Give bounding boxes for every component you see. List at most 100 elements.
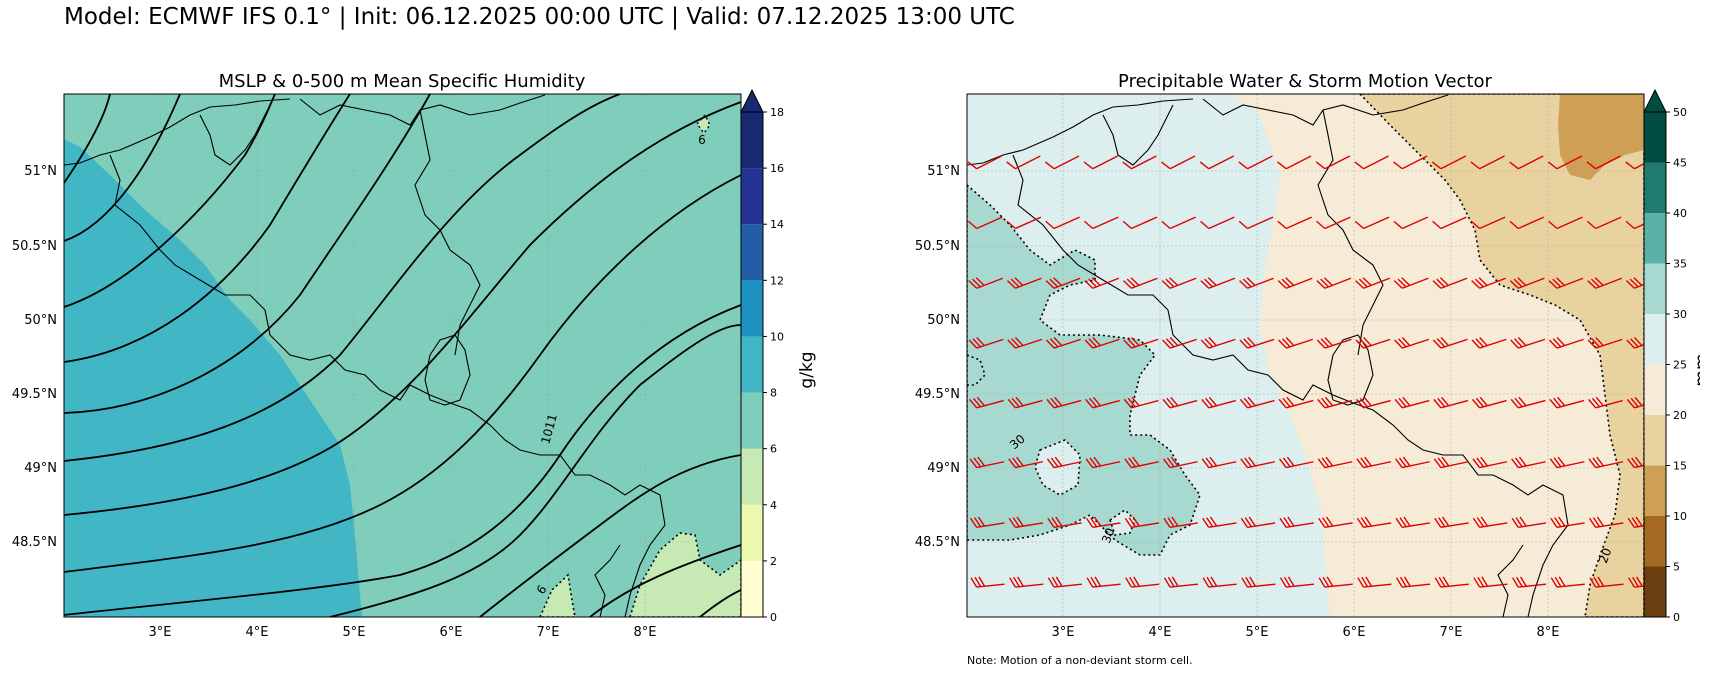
storm-motion-barb <box>1014 94 1017 95</box>
pwat-yticks: 48.5°N 49°N 49.5°N 50°N 50.5°N 51°N <box>915 164 960 550</box>
storm-motion-barb <box>1161 216 1196 230</box>
storm-motion-barb <box>1354 155 1389 170</box>
colorbar-segment <box>741 168 763 225</box>
storm-motion-barb <box>1509 277 1545 289</box>
colorbar-tick-label: 10 <box>770 330 784 343</box>
storm-motion-barb <box>1279 576 1315 588</box>
storm-motion-barb <box>1125 576 1160 588</box>
x-tick-label: 8°E <box>634 625 657 640</box>
y-tick-label: 50°N <box>24 313 57 328</box>
storm-motion-barb <box>1084 277 1120 289</box>
pwat-fill-10-15 <box>1558 94 1644 180</box>
storm-motion-barb <box>1586 155 1621 170</box>
colorbar-tick-label: 6 <box>770 443 777 456</box>
colorbar-segment <box>741 336 763 393</box>
storm-motion-barb <box>1594 94 1598 95</box>
colorbar-segment <box>1644 364 1666 415</box>
storm-motion-barb <box>1395 516 1430 529</box>
colorbar-tick-label: 0 <box>770 611 777 624</box>
x-tick-label: 5°E <box>343 625 366 640</box>
pwat-xticks: 3°E 4°E 5°E 6°E 7°E 8°E <box>1052 625 1560 640</box>
storm-motion-barb <box>1006 216 1042 230</box>
storm-motion-barb <box>1278 396 1314 409</box>
colorbar-segment <box>741 112 763 169</box>
storm-motion-barb <box>1163 576 1199 588</box>
storm-motion-barb <box>1355 337 1391 349</box>
colorbar-tick-label: 40 <box>1673 207 1687 220</box>
storm-motion-barb <box>1200 216 1235 230</box>
storm-motion-barb <box>969 516 1005 529</box>
storm-motion-barb <box>1431 155 1467 170</box>
y-tick-label: 49.5°N <box>915 387 960 402</box>
colorbar-tick-label: 50 <box>1673 106 1687 119</box>
storm-motion-barb <box>1047 516 1082 529</box>
colorbar-tick-label: 18 <box>770 106 784 119</box>
storm-motion-barb <box>1277 155 1312 170</box>
storm-motion-barb <box>1045 277 1081 289</box>
colorbar-tick-label: 5 <box>1673 561 1680 574</box>
colorbar-tick-label: 20 <box>1673 409 1687 422</box>
storm-motion-barb <box>1433 396 1469 409</box>
pwat-fill-30-35-west <box>967 354 986 386</box>
humidity-colorbar-label: g/kg <box>797 351 817 388</box>
figure-title: Model: ECMWF IFS 0.1° | Init: 06.12.2025… <box>64 4 1015 30</box>
y-tick-label: 48.5°N <box>12 535 57 550</box>
storm-motion-barb <box>1161 155 1196 170</box>
y-tick-label: 49°N <box>24 461 57 476</box>
storm-motion-barb <box>1085 396 1120 409</box>
storm-motion-barb <box>1470 155 1505 170</box>
storm-motion-barb <box>1163 516 1198 529</box>
storm-motion-barb <box>1086 576 1121 588</box>
colorbar-segment <box>741 560 763 617</box>
x-tick-label: 3°E <box>1052 625 1075 640</box>
storm-motion-barb <box>968 337 1004 349</box>
colorbar-tick-label: 0 <box>1673 611 1680 624</box>
storm-motion-barb <box>1007 396 1043 409</box>
contour-label: 6 <box>698 133 706 147</box>
storm-motion-barb <box>1470 216 1506 230</box>
storm-motion-barb <box>1626 396 1644 409</box>
x-tick-label: 4°E <box>1149 625 1172 640</box>
x-tick-label: 7°E <box>537 625 560 640</box>
storm-motion-barb <box>1586 216 1622 230</box>
storm-motion-barb <box>967 216 1003 230</box>
storm-motion-barb <box>1240 516 1276 529</box>
storm-motion-barb <box>1317 396 1353 409</box>
storm-motion-barb <box>1122 216 1158 230</box>
storm-motion-barb <box>1006 155 1041 170</box>
x-tick-label: 6°E <box>1343 625 1366 640</box>
y-tick-label: 51°N <box>24 164 57 179</box>
storm-motion-barb <box>1356 516 1392 529</box>
storm-motion-barb <box>1549 396 1585 409</box>
pwat-fill-30-35 <box>967 183 1201 556</box>
storm-motion-barb <box>1200 277 1236 289</box>
storm-motion-barb <box>1356 456 1392 469</box>
storm-motion-barb <box>1122 155 1157 170</box>
storm-motion-barb <box>1316 337 1352 349</box>
humidity-gridlines <box>64 94 741 617</box>
storm-motion-barb <box>1277 277 1313 289</box>
storm-motion-barb <box>1625 277 1644 289</box>
colorbar-tick-label: 12 <box>770 274 784 287</box>
colorbar-segment <box>1644 465 1666 516</box>
storm-motion-barb <box>1432 277 1468 289</box>
storm-motion-barb <box>1510 396 1546 409</box>
storm-motion-barb <box>1432 337 1468 349</box>
storm-motion-barb <box>1316 277 1352 289</box>
x-tick-label: 5°E <box>1246 625 1269 640</box>
storm-motion-barb <box>1548 277 1584 289</box>
storm-motion-barb <box>1318 516 1353 529</box>
storm-motion-barb <box>1393 155 1428 170</box>
colorbar-tick-label: 16 <box>770 162 784 175</box>
storm-motion-barb <box>1395 576 1431 588</box>
pwat-gridlines <box>967 94 1644 617</box>
storm-motion-barb <box>1511 456 1546 469</box>
storm-motion-barb <box>1434 516 1469 529</box>
y-tick-label: 50°N <box>927 313 960 328</box>
storm-motion-barb <box>1083 155 1118 170</box>
storm-motion-barb <box>1588 516 1624 529</box>
storm-motion-barb <box>1202 576 1237 588</box>
storm-motion-barb <box>1046 337 1081 349</box>
storm-motion-barb <box>1549 456 1585 469</box>
storm-motion-barb <box>1085 456 1121 469</box>
